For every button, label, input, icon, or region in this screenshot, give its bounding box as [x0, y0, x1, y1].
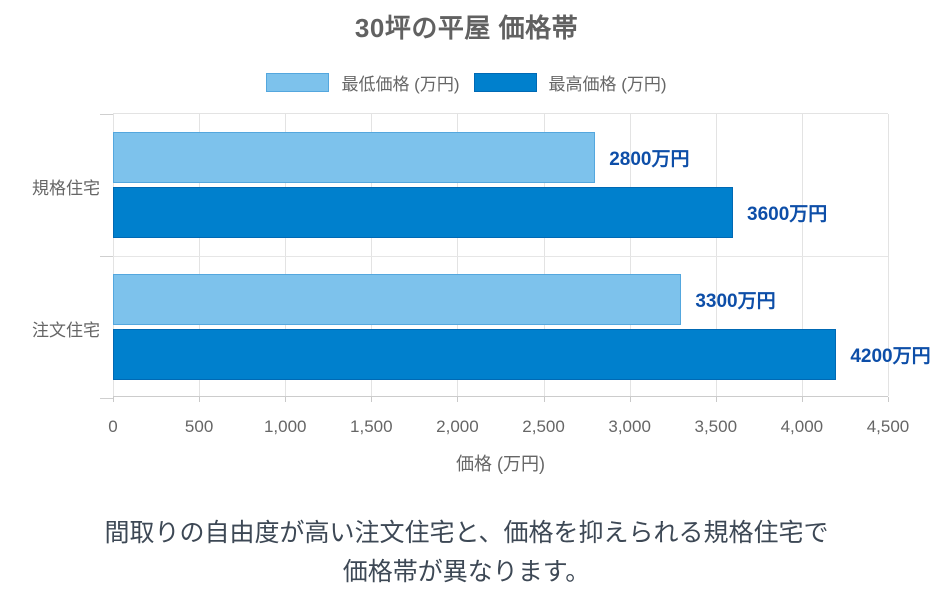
- y-axis-tick: [100, 114, 113, 115]
- x-tick-label: 0: [108, 417, 118, 436]
- x-axis-tick: [801, 397, 803, 402]
- x-axis-tick: [285, 397, 287, 402]
- x-tick-label: 3,500: [694, 417, 738, 436]
- x-axis-title: 価格 (万円): [456, 454, 545, 474]
- bar-min-price: [113, 132, 596, 183]
- x-gridline: [629, 114, 631, 396]
- legend-swatch-min-price: [266, 73, 330, 92]
- x-tick-label: 1,000: [263, 417, 307, 436]
- x-tick-label: 4,500: [866, 417, 910, 436]
- bar-value-label: 3300万円: [695, 291, 776, 312]
- legend-label: 最低価格 (万円): [341, 75, 460, 94]
- chart-caption: 間取りの自由度が高い注文住宅と、価格を抑えられる規格住宅で 価格帯が異なります。: [0, 514, 933, 592]
- bar-row: 3300万円: [113, 274, 888, 325]
- chart-title: 30坪の平屋 価格帯: [354, 13, 579, 43]
- x-gridline: [285, 114, 287, 396]
- bar-value-label: 4200万円: [850, 346, 931, 367]
- x-tick-label: 3,000: [608, 417, 651, 436]
- caption-line-2: 価格帯が異なります。: [342, 558, 591, 586]
- bar-max-price: [113, 329, 837, 380]
- legend-item-max-price[interactable]: 最高価格 (万円): [473, 70, 667, 95]
- y-axis-tick: [100, 256, 113, 257]
- category-boundary-gridline: [100, 256, 888, 257]
- x-axis-tick: [888, 397, 889, 402]
- x-tick-label: 2,000: [436, 417, 479, 436]
- legend-item-min-price[interactable]: 最低価格 (万円): [266, 70, 460, 95]
- category-group: 3300万円 4200万円: [113, 256, 931, 398]
- legend-swatch-max-price: [473, 73, 537, 92]
- x-axis-tick: [371, 397, 373, 402]
- x-gridline: [457, 114, 459, 396]
- bar-max-price: [113, 187, 733, 238]
- x-gridline: [715, 114, 717, 396]
- x-axis-tick: [457, 397, 459, 402]
- x-gridline: [888, 114, 889, 396]
- x-axis-tick: [715, 397, 717, 402]
- bar-min-price: [113, 274, 682, 325]
- x-gridline: [543, 114, 545, 396]
- bar-row: 4200万円: [113, 329, 931, 380]
- legend: 最低価格 (万円) 最高価格 (万円): [0, 70, 933, 95]
- y-axis-tick: [100, 398, 113, 399]
- caption-line-1: 間取りの自由度が高い注文住宅と、価格を抑えられる規格住宅で: [104, 519, 829, 547]
- bar-value-label: 2800万円: [609, 149, 690, 170]
- x-tick-label: 4,000: [780, 417, 824, 436]
- x-axis-tick: [199, 397, 201, 402]
- x-gridline: [801, 114, 803, 396]
- x-axis-tick: [543, 397, 545, 402]
- y-category-label: 規格住宅: [32, 179, 100, 198]
- x-gridline: [199, 114, 201, 396]
- x-axis-tick: [113, 397, 114, 402]
- category-group: 2800万円 3600万円: [113, 114, 888, 256]
- bar-row: 3600万円: [113, 187, 888, 238]
- legend-label: 最高価格 (万円): [548, 75, 667, 94]
- bar-value-label: 3600万円: [747, 204, 828, 225]
- plot-area: 2800万円 3600万円 3300万円 4200万円: [100, 113, 931, 402]
- x-tick-label: 2,500: [522, 417, 565, 436]
- y-category-label: 注文住宅: [32, 321, 100, 340]
- x-tick-label: 1,500: [350, 417, 393, 436]
- x-tick-label: 500: [184, 417, 214, 436]
- x-gridline: [371, 114, 373, 396]
- bar-row: 2800万円: [113, 132, 888, 183]
- x-axis-tick: [629, 397, 631, 402]
- x-gridline: [113, 114, 114, 396]
